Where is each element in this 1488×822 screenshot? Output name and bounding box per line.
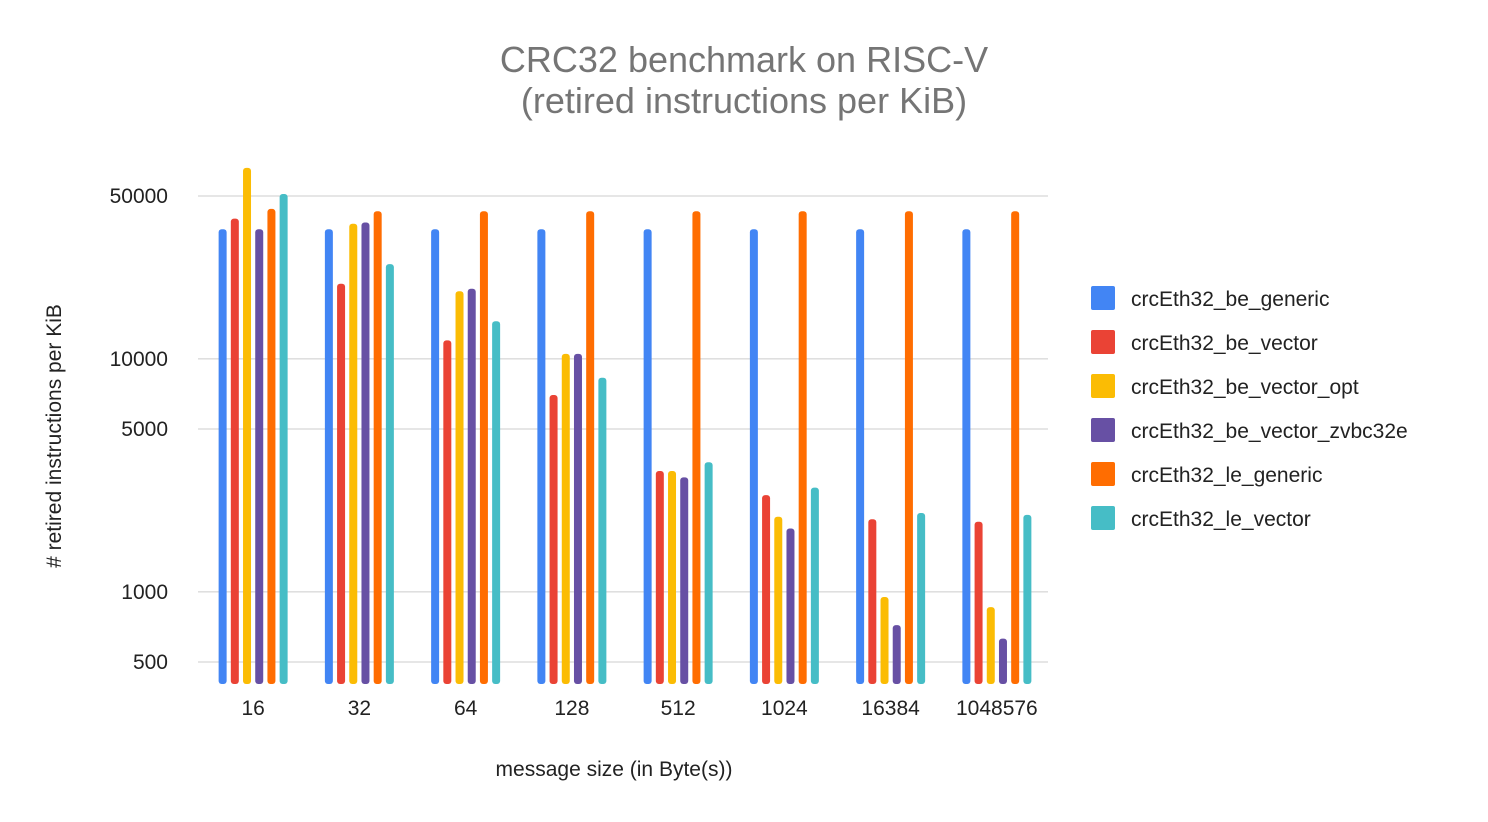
- bar-crcEth32_le_generic-1024: [798, 211, 807, 685]
- legend-swatch: [1091, 418, 1115, 442]
- legend-swatch: [1091, 330, 1115, 354]
- y-tick-labels: 500 1000 5000 10000 50000: [110, 185, 168, 674]
- bar-crcEth32_be_generic-1048576: [962, 229, 971, 685]
- x-tick-label: 16: [241, 697, 264, 720]
- bar-crcEth32_le_generic-128: [586, 211, 595, 685]
- bar-crcEth32_be_vector_opt-32: [349, 223, 358, 684]
- bar-crcEth32_be_vector-128: [549, 394, 558, 684]
- x-tick-labels: 16 32 64 128 512 1024 16384 1048576: [241, 697, 1037, 720]
- bar-crcEth32_le_vector-16: [279, 193, 288, 684]
- bar-crcEth32_be_vector_zvbc32e-64: [467, 288, 476, 684]
- chart-title-line-2: (retired instructions per KiB): [521, 80, 967, 121]
- x-tick-label: 1048576: [956, 697, 1038, 720]
- bar-crcEth32_le_generic-16384: [904, 211, 913, 685]
- bar-crcEth32_be_vector_zvbc32e-16384: [892, 625, 901, 684]
- bar-crcEth32_be_vector_zvbc32e-1048576: [998, 638, 1007, 684]
- bar-crcEth32_le_vector-32: [385, 264, 394, 684]
- bar-crcEth32_be_vector_zvbc32e-1024: [786, 528, 795, 684]
- bar-crcEth32_be_generic-16: [218, 229, 227, 685]
- bar-crcEth32_le_generic-1048576: [1011, 211, 1020, 685]
- legend-label: crcEth32_le_generic: [1131, 464, 1322, 487]
- y-tick-label: 500: [133, 651, 168, 674]
- bar-crcEth32_be_vector_opt-128: [561, 353, 570, 684]
- bar-crcEth32_be_vector-16384: [868, 519, 877, 684]
- legend: crcEth32_be_generic crcEth32_be_vectorcrc…: [1091, 286, 1408, 531]
- legend-label: crcEth32_le_vector: [1131, 508, 1311, 531]
- legend-label: crcEth32_be_generic: [1131, 288, 1329, 311]
- x-tick-label: 64: [454, 697, 478, 720]
- legend-swatch: [1091, 286, 1115, 310]
- legend-swatch: [1091, 506, 1115, 530]
- bar-crcEth32_le_vector-512: [704, 462, 713, 684]
- bar-crcEth32_be_vector_opt-1048576: [986, 607, 995, 684]
- bar-crcEth32_be_generic-128: [537, 229, 546, 685]
- bar-crcEth32_be_vector_opt-16384: [880, 597, 889, 684]
- bar-crcEth32_le_vector-64: [492, 321, 501, 684]
- bar-crcEth32_le_vector-1048576: [1023, 514, 1032, 684]
- legend-label: crcEth32_be_vector_opt: [1131, 376, 1359, 399]
- bar-crcEth32_be_generic-512: [643, 229, 652, 685]
- bar-crcEth32_be_generic-32: [324, 229, 333, 685]
- bar-crcEth32_be_vector_zvbc32e-512: [680, 477, 689, 684]
- y-tick-label: 10000: [110, 348, 168, 371]
- bar-crcEth32_be_vector_zvbc32e-128: [573, 353, 582, 684]
- bar-crcEth32_le_generic-512: [692, 211, 701, 685]
- y-tick-label: 1000: [121, 581, 168, 604]
- y-tick-label: 5000: [121, 418, 168, 441]
- bar-crcEth32_be_vector-512: [655, 471, 664, 684]
- x-axis-label: message size (in Byte(s)): [496, 758, 733, 781]
- y-tick-label: 50000: [110, 185, 168, 208]
- y-axis-label: # retired instructions per KiB: [43, 304, 66, 568]
- legend-swatch: [1091, 462, 1115, 486]
- x-tick-label: 1024: [761, 697, 808, 720]
- bar-crcEth32_le_vector-128: [598, 377, 607, 684]
- bar-crcEth32_le_generic-16: [267, 208, 276, 684]
- x-tick-label: 32: [348, 697, 371, 720]
- bar-crcEth32_be_vector_zvbc32e-32: [361, 222, 370, 684]
- bar-crcEth32_be_vector_opt-64: [455, 291, 464, 684]
- bar-crcEth32_le_vector-1024: [810, 487, 819, 684]
- bar-crcEth32_be_vector-1024: [762, 495, 771, 684]
- legend-label: crcEth32_be_vector: [1131, 332, 1318, 355]
- bars: [218, 167, 1032, 685]
- bar-crcEth32_le_generic-64: [479, 211, 488, 685]
- bar-crcEth32_be_vector-32: [337, 283, 346, 684]
- legend-swatch: [1091, 374, 1115, 398]
- x-tick-label: 512: [661, 697, 696, 720]
- bar-crcEth32_be_vector_zvbc32e-16: [255, 229, 264, 685]
- bar-crcEth32_be_vector-16: [230, 218, 239, 685]
- x-tick-label: 16384: [861, 697, 920, 720]
- bar-crcEth32_be_vector-64: [443, 340, 452, 684]
- bar-crcEth32_be_vector_opt-16: [243, 167, 252, 685]
- legend-label: crcEth32_be_vector_zvbc32e: [1131, 420, 1408, 443]
- bar-crcEth32_le_vector-16384: [917, 512, 926, 684]
- bar-crcEth32_be_generic-16384: [856, 229, 865, 685]
- bar-crcEth32_le_generic-32: [373, 211, 382, 685]
- bar-crcEth32_be_generic-1024: [749, 229, 758, 685]
- chart-title-line-1: CRC32 benchmark on RISC-V: [500, 39, 988, 80]
- bar-crcEth32_be_generic-64: [431, 229, 440, 685]
- bar-crcEth32_be_vector-1048576: [974, 521, 983, 684]
- bar-crcEth32_be_vector_opt-512: [668, 471, 677, 684]
- x-tick-label: 128: [554, 697, 589, 720]
- bar-crcEth32_be_vector_opt-1024: [774, 516, 783, 684]
